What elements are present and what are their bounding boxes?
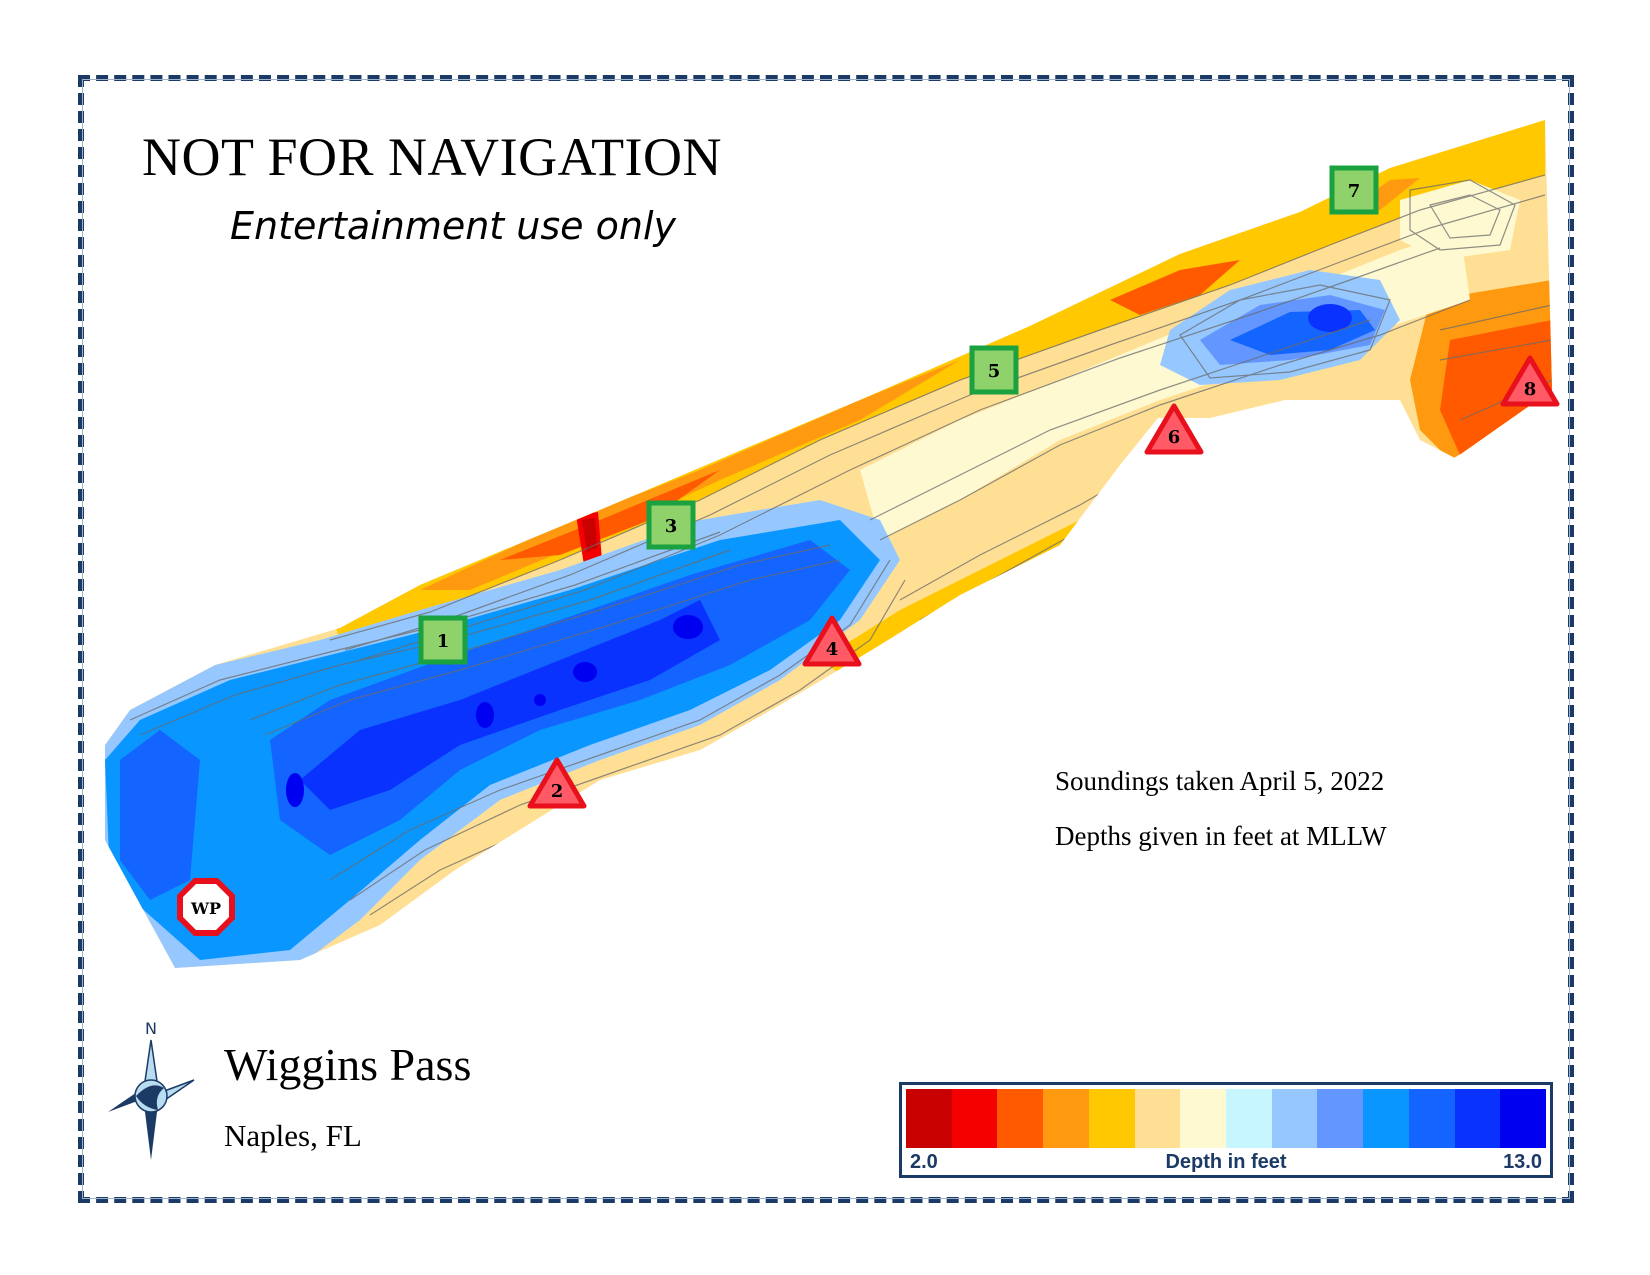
compass-rose-icon: N <box>108 1019 195 1160</box>
marker-red-4-label: 4 <box>826 639 839 660</box>
map-frame-inner <box>82 79 1570 1199</box>
legend-min-label: 2.0 <box>910 1151 938 1173</box>
marker-green-7-label: 7 <box>1348 181 1361 202</box>
legend-swatch <box>1454 1089 1501 1148</box>
legend-swatch <box>951 1089 998 1148</box>
legend-title: Depth in feet <box>1165 1151 1287 1173</box>
marker-green-5[interactable]: 5 <box>969 345 1019 395</box>
location-name: Wiggins Pass <box>224 1039 472 1090</box>
marker-green-3-label: 3 <box>665 516 678 537</box>
page-subtitle: Entertainment use only <box>230 204 676 248</box>
legend-swatch <box>1500 1089 1547 1148</box>
compass-north-label: N <box>145 1019 157 1038</box>
legend-swatch <box>1226 1089 1272 1148</box>
waypoint-label: WP <box>190 899 221 918</box>
marker-red-2-label: 2 <box>551 781 564 802</box>
legend-swatch <box>1043 1089 1089 1148</box>
legend-swatch <box>1408 1089 1455 1148</box>
marker-green-1[interactable]: 1 <box>418 615 468 665</box>
marker-red-4[interactable]: 4 <box>802 615 862 667</box>
page-title: NOT FOR NAVIGATION <box>142 127 723 187</box>
marker-red-8[interactable]: 8 <box>1500 355 1560 407</box>
depth-legend: 2.0 Depth in feet 13.0 <box>899 1082 1553 1178</box>
location-city: Naples, FL <box>224 1118 362 1153</box>
marker-red-6-label: 6 <box>1168 427 1181 448</box>
legend-swatch <box>1317 1089 1364 1148</box>
legend-swatch <box>1363 1089 1409 1148</box>
marker-green-7[interactable]: 7 <box>1329 165 1379 215</box>
legend-swatch <box>997 1089 1044 1148</box>
waypoint-marker[interactable]: WP <box>177 878 235 936</box>
legend-swatch <box>1271 1089 1318 1148</box>
marker-green-5-label: 5 <box>988 361 1001 382</box>
legend-max-label: 13.0 <box>1503 1151 1542 1173</box>
depths-note: Depths given in feet at MLLW <box>1055 821 1387 851</box>
soundings-note: Soundings taken April 5, 2022 <box>1055 766 1385 796</box>
marker-red-2[interactable]: 2 <box>527 757 587 809</box>
legend-swatch <box>906 1089 952 1148</box>
marker-green-1-label: 1 <box>437 631 450 652</box>
marker-green-3[interactable]: 3 <box>646 500 696 550</box>
legend-swatch <box>1088 1089 1135 1148</box>
legend-color-scale <box>906 1089 1547 1148</box>
legend-swatch <box>1134 1089 1181 1148</box>
marker-red-6[interactable]: 6 <box>1144 403 1204 455</box>
legend-swatch <box>1180 1089 1227 1148</box>
marker-red-8-label: 8 <box>1524 379 1537 400</box>
map-frame <box>78 75 1574 1203</box>
